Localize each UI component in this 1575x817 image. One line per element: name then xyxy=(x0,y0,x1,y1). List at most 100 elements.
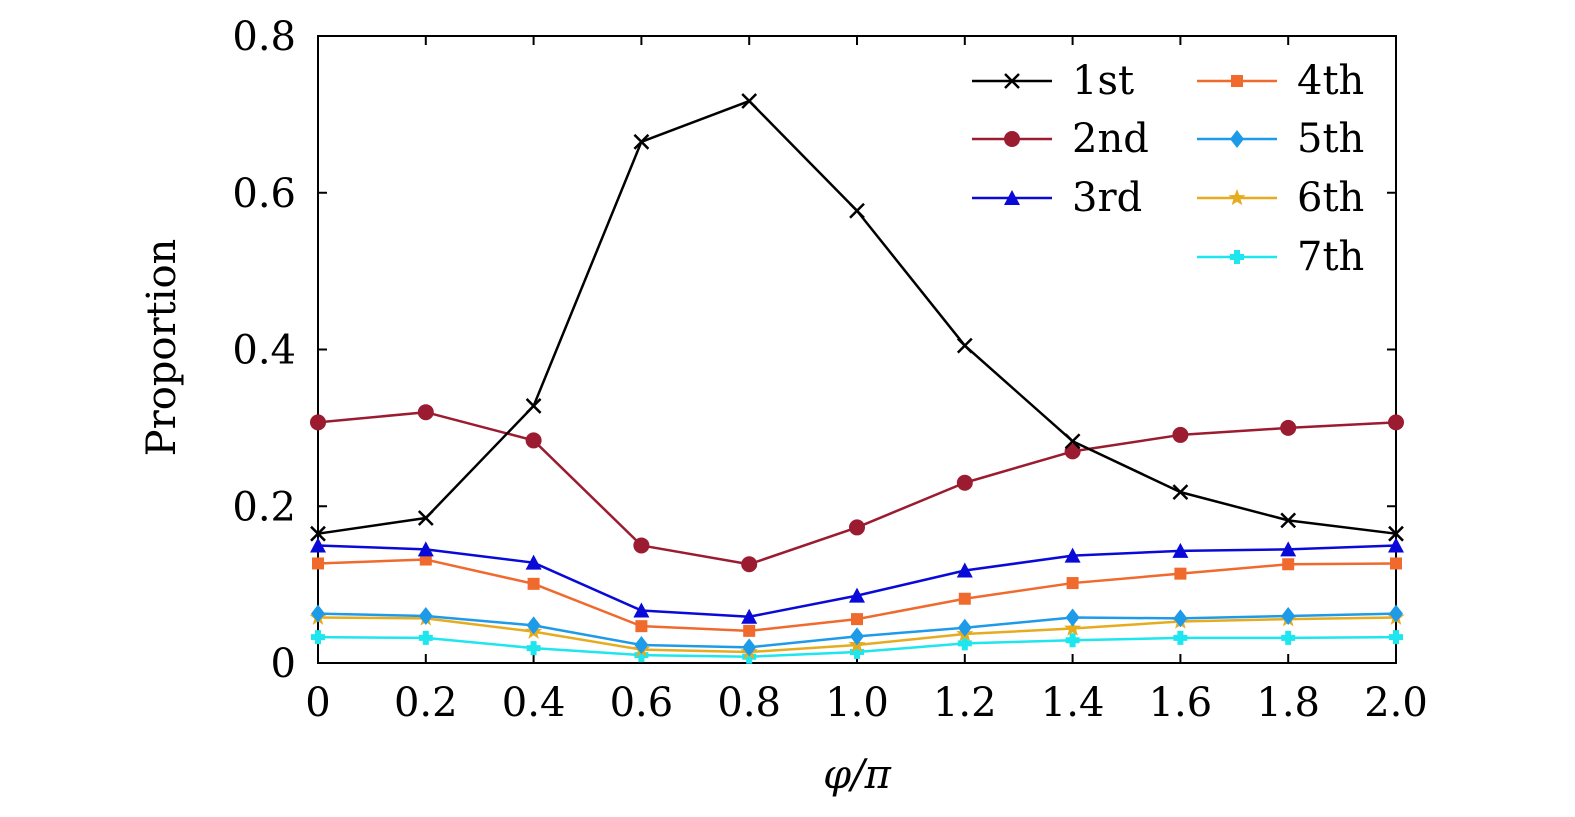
data-point xyxy=(633,537,650,554)
data-point xyxy=(1280,512,1297,529)
data-point xyxy=(417,404,434,421)
marker-plus xyxy=(634,648,649,663)
marker-square xyxy=(1282,558,1295,571)
data-point xyxy=(1282,558,1295,571)
y-tick-label: 0 xyxy=(271,641,296,687)
legend-label: 3rd xyxy=(1072,175,1142,221)
legend-label: 7th xyxy=(1297,234,1364,280)
y-tick-label: 0.6 xyxy=(232,171,296,217)
marker-triangle xyxy=(1388,537,1404,553)
data-point xyxy=(1280,419,1297,436)
series-2nd xyxy=(310,404,1404,573)
x-tick-label: 2.0 xyxy=(1364,680,1428,726)
data-point xyxy=(956,562,973,578)
marker-diamond xyxy=(1230,130,1244,148)
marker-triangle xyxy=(1004,190,1020,205)
marker-triangle xyxy=(1280,541,1297,557)
series-3rd xyxy=(310,537,1404,624)
marker-plus xyxy=(418,630,433,645)
data-point xyxy=(310,414,326,431)
series-line xyxy=(317,99,1397,535)
marker-plus xyxy=(1389,630,1403,645)
data-point xyxy=(1280,541,1297,557)
marker-square xyxy=(527,577,540,590)
marker-square xyxy=(419,553,432,566)
marker-circle xyxy=(525,432,542,449)
legend-entry: 7th xyxy=(1197,234,1364,280)
marker-x-stroke xyxy=(310,525,326,542)
marker-diamond xyxy=(634,635,649,654)
data-point xyxy=(850,645,864,660)
x-tick-label: 1.2 xyxy=(933,680,997,726)
marker-circle xyxy=(1280,419,1297,436)
marker-x-stroke xyxy=(956,337,973,354)
legend-label: 2nd xyxy=(1072,116,1149,162)
legend-label: 4th xyxy=(1297,58,1364,104)
series-7th xyxy=(311,630,1403,664)
marker-square xyxy=(851,613,863,626)
marker-diamond xyxy=(850,627,864,646)
data-point xyxy=(525,432,542,449)
marker-diamond xyxy=(957,618,972,637)
data-point xyxy=(633,602,650,618)
legend-entry: 1st xyxy=(972,58,1134,104)
marker-plus xyxy=(526,641,541,656)
data-point xyxy=(1174,567,1187,580)
data-point xyxy=(635,620,648,633)
data-point xyxy=(741,608,758,624)
data-point xyxy=(312,557,324,570)
x-tick-label: 0 xyxy=(305,680,330,726)
data-point xyxy=(418,606,433,625)
legend-label: 5th xyxy=(1297,116,1364,162)
legend-entry: 6th xyxy=(1197,175,1364,221)
data-point xyxy=(1064,619,1082,636)
marker-square xyxy=(958,592,971,605)
marker-triangle xyxy=(525,554,542,570)
marker-plus xyxy=(742,649,757,664)
marker-x-stroke xyxy=(1172,484,1189,501)
x-tick-label: 1.8 xyxy=(1256,680,1320,726)
series-layer xyxy=(309,93,1405,664)
x-tick-label: 0.8 xyxy=(717,680,781,726)
data-point xyxy=(417,541,434,557)
data-point xyxy=(957,636,972,651)
marker-diamond xyxy=(742,638,757,657)
marker-circle xyxy=(1004,131,1020,147)
marker-x-stroke xyxy=(849,202,865,219)
data-point xyxy=(741,93,758,109)
marker-circle xyxy=(1172,426,1189,443)
data-point xyxy=(525,554,542,570)
data-point xyxy=(741,556,758,573)
data-point xyxy=(1066,577,1079,590)
marker-square xyxy=(635,620,648,633)
marker-triangle xyxy=(417,541,434,557)
marker-circle xyxy=(956,474,973,491)
marker-plus xyxy=(1230,250,1244,264)
marker-x-stroke xyxy=(1280,512,1297,529)
data-point xyxy=(633,133,650,150)
marker-plus xyxy=(1281,630,1296,645)
marker-diamond xyxy=(1173,609,1188,628)
y-tick-label: 0.2 xyxy=(232,484,296,530)
data-point xyxy=(1388,537,1404,553)
data-point xyxy=(417,510,434,526)
y-tick-label: 0.4 xyxy=(232,328,296,374)
marker-triangle xyxy=(741,608,758,624)
marker-square xyxy=(743,624,756,637)
data-point xyxy=(526,616,541,635)
marker-plus xyxy=(957,636,972,651)
marker-diamond xyxy=(311,604,325,623)
data-point xyxy=(310,525,326,542)
marker-circle xyxy=(310,414,326,431)
data-point xyxy=(849,202,865,219)
data-point xyxy=(1064,547,1081,563)
legend-entry: 3rd xyxy=(972,175,1142,221)
x-tick-label: 1.6 xyxy=(1149,680,1213,726)
x-axis-label: φ/π xyxy=(823,752,891,798)
data-point xyxy=(310,537,326,553)
marker-square xyxy=(1390,557,1402,570)
marker-triangle xyxy=(956,562,973,578)
marker-circle xyxy=(1064,443,1081,460)
marker-plus xyxy=(311,630,325,645)
marker-square xyxy=(312,557,324,570)
